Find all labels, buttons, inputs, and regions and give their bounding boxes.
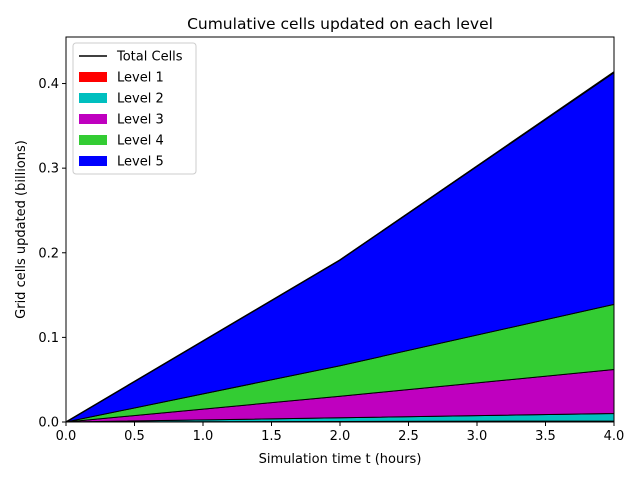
x-tick-label: 3.5 <box>535 429 556 444</box>
legend-swatch-level-4 <box>79 135 107 145</box>
total-cells-line <box>65 71 615 423</box>
x-tick-label: 0.0 <box>56 429 77 444</box>
legend-label: Level 5 <box>117 155 164 170</box>
y-tick-label: 0.2 <box>38 246 59 261</box>
legend-swatch-level-5 <box>79 156 107 166</box>
y-tick-label: 0.0 <box>38 416 59 431</box>
x-axis: 0.0 0.5 1.0 1.5 2.0 2.5 3.0 3.5 4.0 <box>56 422 625 444</box>
legend-label: Level 1 <box>117 71 164 86</box>
legend-swatch-level-1 <box>79 72 107 82</box>
legend-label: Total Cells <box>116 50 183 65</box>
x-tick-label: 4.0 <box>604 429 625 444</box>
legend: Total Cells Level 1 Level 2 Level 3 Level 4 L… <box>72 42 197 175</box>
x-tick-label: 1.0 <box>193 429 214 444</box>
x-tick-label: 2.0 <box>330 429 351 444</box>
y-tick-label: 0.1 <box>38 331 59 346</box>
legend-swatch-level-2 <box>79 93 107 103</box>
legend-swatch-level-3 <box>79 114 107 124</box>
legend-label: Level 3 <box>117 113 164 128</box>
legend-label: Level 2 <box>117 92 164 107</box>
x-tick-label: 2.5 <box>398 429 419 444</box>
x-tick-label: 0.5 <box>124 429 145 444</box>
total-line-group <box>65 71 615 423</box>
chart-title: Cumulative cells updated on each level <box>187 15 493 33</box>
x-tick-label: 1.5 <box>261 429 282 444</box>
y-tick-label: 0.4 <box>38 77 59 92</box>
x-tick-label: 3.0 <box>467 429 488 444</box>
legend-label: Level 4 <box>117 134 164 149</box>
y-tick-label: 0.3 <box>38 162 59 177</box>
y-axis: 0.0 0.1 0.2 0.3 0.4 <box>38 77 66 431</box>
y-axis-label: Grid cells updated (billions) <box>14 140 29 319</box>
x-axis-label: Simulation time t (hours) <box>259 452 422 467</box>
